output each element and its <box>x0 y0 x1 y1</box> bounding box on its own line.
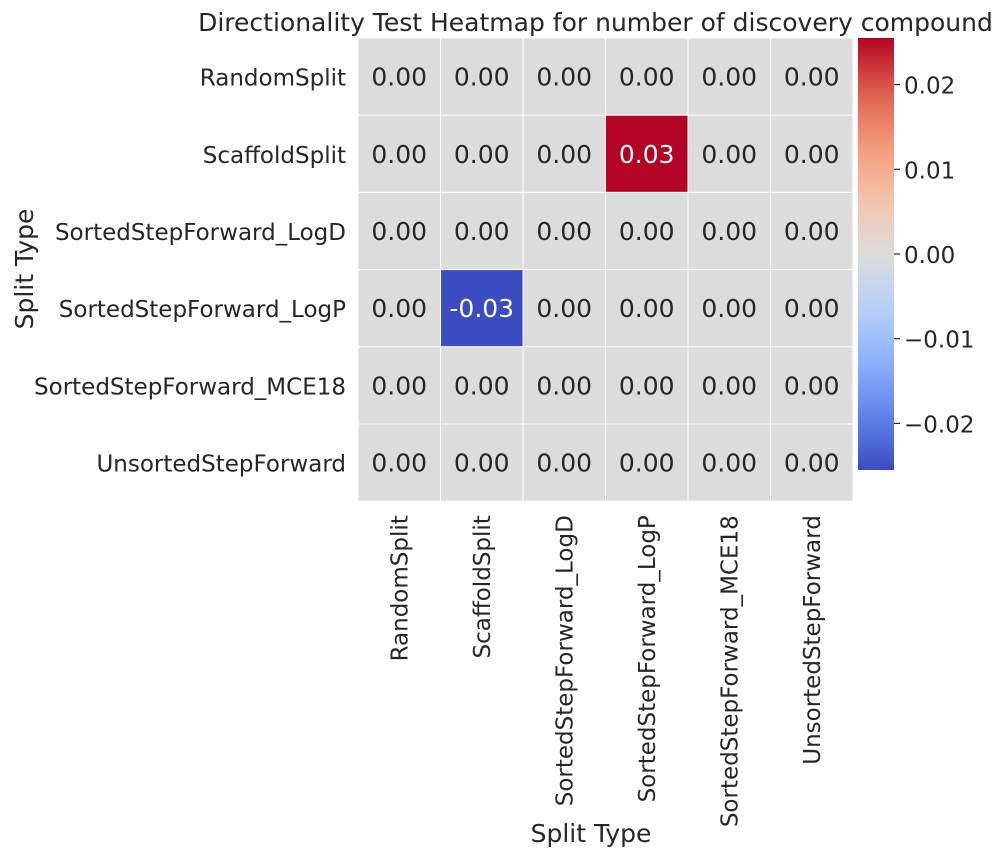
heatmap-cell <box>770 114 854 193</box>
cell-annotation: 0.00 <box>701 63 757 92</box>
cell-annotation: 0.00 <box>536 217 592 246</box>
cell-annotation: 0.00 <box>701 294 757 323</box>
x-tick-label: SortedStepForward_LogP <box>635 515 661 802</box>
heatmap-cell <box>605 191 689 271</box>
heatmap-cell <box>522 269 606 348</box>
cell-annotation: 0.00 <box>784 449 840 478</box>
cell-annotation: 0.00 <box>619 294 675 323</box>
cell-annotation: 0.00 <box>784 371 840 400</box>
cell-annotation: 0.00 <box>371 449 427 478</box>
y-tick-label: SortedStepForward_LogP <box>59 297 346 323</box>
x-tick-label: SortedStepForward_LogD <box>552 515 578 806</box>
cell-annotation: 0.00 <box>454 449 510 478</box>
y-tick-label: RandomSplit <box>200 66 346 92</box>
y-tick-labels: RandomSplit ScaffoldSplit SortedStepForwar… <box>34 66 346 478</box>
heatmap-cell <box>605 114 689 193</box>
heatmap-cell <box>770 191 854 271</box>
heatmap-cell <box>687 423 771 502</box>
cell-annotation: 0.00 <box>701 217 757 246</box>
cell-annotation: 0.00 <box>371 294 427 323</box>
cell-annotation: -0.03 <box>449 294 514 323</box>
cell-annotation: 0.00 <box>536 449 592 478</box>
heatmap-cell <box>357 423 441 502</box>
cell-annotation: 0.00 <box>454 140 510 169</box>
x-tick-label: SortedStepForward_MCE18 <box>717 515 743 827</box>
cell-annotation: 0.00 <box>536 371 592 400</box>
heatmap-cell <box>522 346 606 425</box>
y-tick-label: SortedStepForward_MCE18 <box>34 374 346 400</box>
x-tick-label: UnsortedStepForward <box>800 515 826 765</box>
colorbar-tick-label: 0.02 <box>904 74 955 100</box>
x-tick-label: ScaffoldSplit <box>470 515 496 658</box>
heatmap-cell <box>770 423 854 502</box>
colorbar: 0.02 0.01 0.00 −0.01 −0.02 <box>858 38 974 470</box>
heatmap-cell <box>605 269 689 348</box>
colorbar-tick-label: 0.01 <box>904 158 955 184</box>
colorbar-tick-label: −0.02 <box>904 412 974 438</box>
cell-annotation: 0.00 <box>619 63 675 92</box>
heatmap-cell <box>357 37 441 116</box>
heatmap-cell <box>687 191 771 271</box>
cell-annotation: 0.00 <box>784 294 840 323</box>
y-tick-label: UnsortedStepForward <box>96 452 346 478</box>
cell-annotation: 0.00 <box>536 63 592 92</box>
heatmap-cell <box>357 269 441 348</box>
heatmap-cell <box>687 269 771 348</box>
heatmap-cell <box>440 191 524 271</box>
cell-annotation: 0.00 <box>371 217 427 246</box>
x-axis-label: Split Type <box>531 819 652 848</box>
cell-annotation: 0.00 <box>701 140 757 169</box>
y-tick-label: SortedStepForward_LogD <box>55 220 346 246</box>
colorbar-gradient <box>858 38 894 470</box>
cell-annotation: 0.00 <box>536 294 592 323</box>
heatmap-cell <box>440 37 524 116</box>
heatmap-cell <box>770 269 854 348</box>
cell-annotation: 0.00 <box>371 371 427 400</box>
cell-annotation: 0.00 <box>619 449 675 478</box>
cell-annotation: 0.00 <box>371 63 427 92</box>
cell-annotation: 0.03 <box>619 140 675 169</box>
heatmap-cell <box>357 346 441 425</box>
cell-annotation: 0.00 <box>454 217 510 246</box>
cell-annotation: 0.00 <box>784 63 840 92</box>
cell-annotation: 0.00 <box>701 371 757 400</box>
heatmap-cell <box>522 37 606 116</box>
colorbar-tick-label: 0.00 <box>904 243 955 269</box>
y-tick-label: ScaffoldSplit <box>203 143 346 169</box>
x-tick-labels: RandomSplit ScaffoldSplit SortedStepForwar… <box>387 515 826 827</box>
heatmap-cell <box>605 423 689 502</box>
cell-annotation: 0.00 <box>536 140 592 169</box>
y-axis-label: Split Type <box>10 209 39 330</box>
heatmap-cell <box>687 346 771 425</box>
cell-annotation: 0.00 <box>784 217 840 246</box>
heatmap-cell <box>440 114 524 193</box>
cell-annotation: 0.00 <box>454 63 510 92</box>
cell-annotation: 0.00 <box>454 371 510 400</box>
chart-title: Directionality Test Heatmap for number o… <box>198 8 993 37</box>
cell-annotation: 0.00 <box>371 140 427 169</box>
heatmap-cell <box>605 37 689 116</box>
x-tick-label: RandomSplit <box>387 515 413 661</box>
heatmap-cell <box>357 191 441 271</box>
heatmap-cells: 0.00 0.00 0.00 0.00 0.00 0.00 0.00 0.00 0.00 0.03… <box>357 37 854 502</box>
cell-annotation: 0.00 <box>784 140 840 169</box>
heatmap-cell <box>440 269 524 348</box>
cell-annotation: 0.00 <box>701 449 757 478</box>
heatmap-cell <box>687 37 771 116</box>
cell-annotation: 0.00 <box>619 371 675 400</box>
heatmap-cell <box>770 346 854 425</box>
heatmap-cell <box>605 346 689 425</box>
colorbar-tick-label: −0.01 <box>904 328 974 354</box>
heatmap-cell <box>770 37 854 116</box>
cell-annotation: 0.00 <box>619 217 675 246</box>
